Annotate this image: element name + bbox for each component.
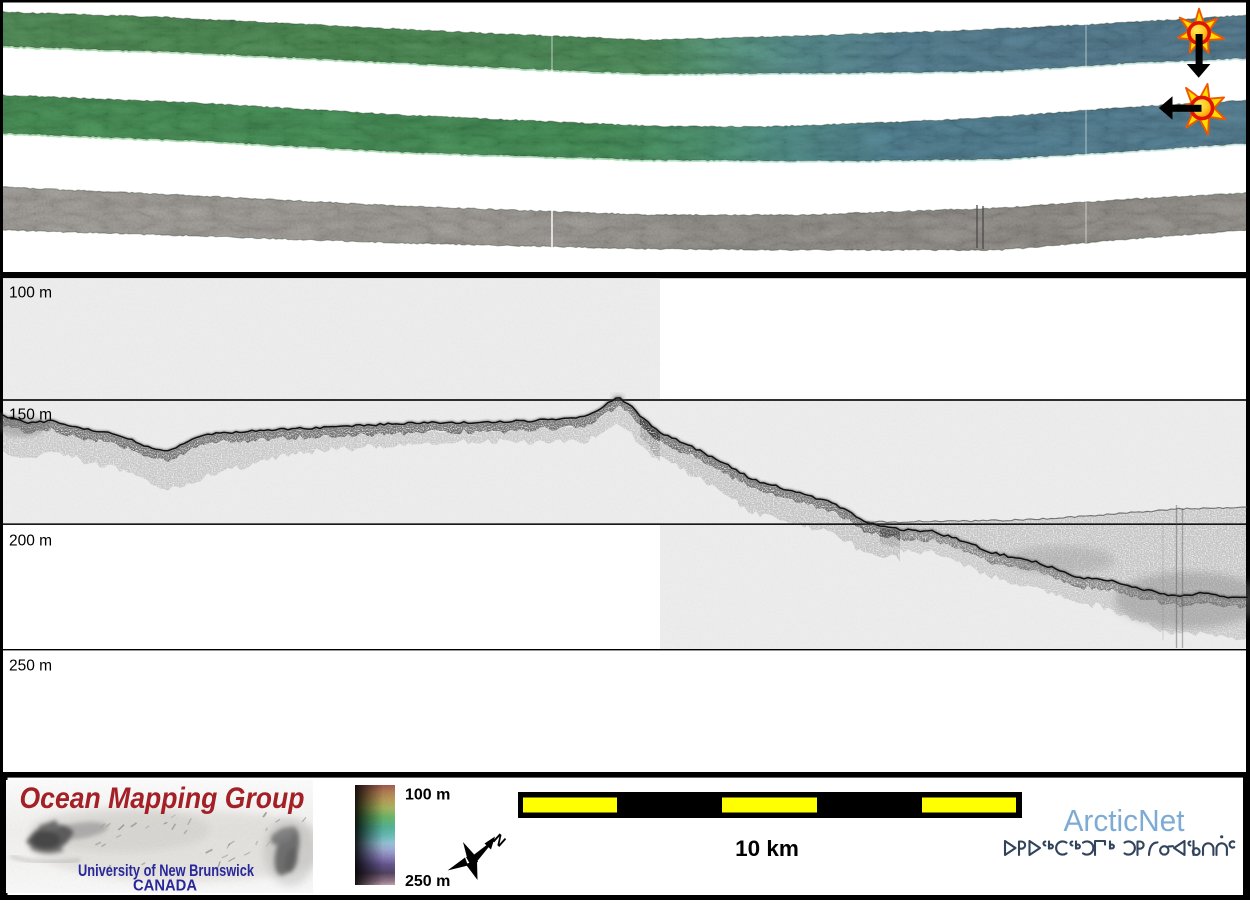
svg-text:250 m: 250 m <box>9 658 52 675</box>
svg-text:250 m: 250 m <box>405 873 450 890</box>
svg-text:ArcticNet: ArcticNet <box>1064 803 1185 838</box>
svg-text:CANADA: CANADA <box>133 878 197 895</box>
svg-text:100 m: 100 m <box>405 787 450 804</box>
svg-text:University of New Brunswick: University of New Brunswick <box>78 862 255 880</box>
svg-text:Ocean Mapping Group: Ocean Mapping Group <box>20 782 305 815</box>
svg-text:10 km: 10 km <box>735 836 799 861</box>
svg-text:200 m: 200 m <box>9 533 52 550</box>
svg-text:150 m: 150 m <box>9 406 52 423</box>
svg-text:100 m: 100 m <box>9 285 52 302</box>
